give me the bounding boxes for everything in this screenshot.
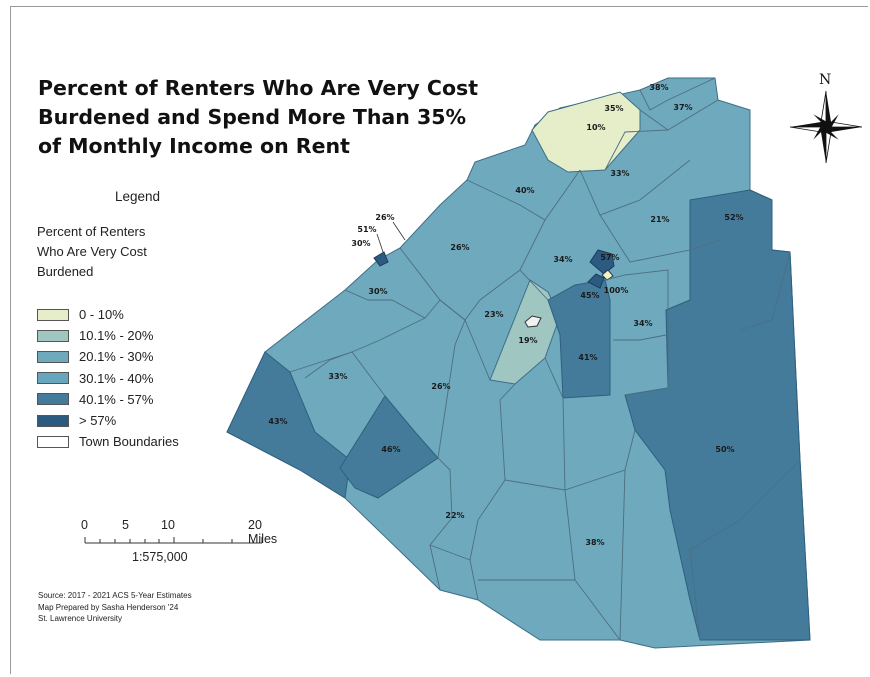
source-line: Map Prepared by Sasha Henderson '24 (38, 602, 179, 612)
town-label: 30% (351, 239, 370, 248)
town-over-57-c (373, 251, 389, 267)
town-label: 26% (431, 382, 450, 391)
town-label: 45% (580, 291, 599, 300)
legend-item: 0 - 10% (37, 304, 179, 325)
town-label: 23% (484, 310, 503, 319)
scale-tick-label: 5 (122, 518, 129, 532)
town-labels: 38% 35% 37% 10% 33% 40% 21% 52% 26% 51% … (268, 83, 743, 547)
label-leaders (376, 221, 406, 253)
legend-list: 0 - 10% 10.1% - 20% 20.1% - 30% 30.1% - … (37, 304, 179, 452)
map-frame (10, 6, 868, 674)
town-label: 10% (586, 123, 605, 132)
source-line: St. Lawrence University (38, 614, 123, 623)
town-label: 52% (724, 213, 743, 222)
legend-item-label: 40.1% - 57% (79, 391, 154, 407)
scale-ratio: 1:575,000 (132, 550, 188, 564)
legend-subtitle-line: Burdened (37, 264, 94, 279)
legend-swatch (37, 308, 69, 321)
scale-bar (84, 537, 263, 544)
legend-item: 20.1% - 30% (37, 346, 179, 367)
title-line: of Monthly Income on Rent (38, 134, 350, 158)
north-label: N (819, 72, 832, 88)
town-label: 100% (604, 286, 629, 295)
town-over-57-b (587, 273, 605, 289)
town-label: 30% (368, 287, 387, 296)
town-label: 38% (649, 83, 668, 92)
town-label: 19% (518, 336, 537, 345)
legend-item-label: Town Boundaries (79, 434, 179, 450)
town-label: 33% (610, 169, 629, 178)
north-arrow-icon (789, 90, 863, 164)
legend-subtitle-line: Who Are Very Cost (37, 244, 147, 259)
legend-item-label: 30.1% - 40% (79, 370, 154, 386)
scale-tick-label: 10 (161, 518, 175, 532)
source-note: Source: 2017 - 2021 ACS 5-Year Estimates… (38, 590, 192, 625)
scale-tick-label: 20 Miles (248, 518, 278, 546)
village-100 (601, 269, 614, 281)
legend-item: 30.1% - 40% (37, 368, 179, 389)
legend-swatch (37, 435, 69, 448)
town-boundaries (289, 77, 801, 641)
town-label: 50% (715, 445, 734, 454)
town-label: 57% (600, 253, 619, 262)
legend-swatch (37, 372, 69, 385)
town-label: 43% (268, 417, 287, 426)
legend-item: > 57% (37, 410, 179, 431)
legend-item: Town Boundaries (37, 431, 179, 452)
legend-item-label: 20.1% - 30% (79, 349, 154, 365)
town-label: 26% (450, 243, 469, 252)
scale-tick-label: 0 (81, 518, 88, 532)
town-label: 38% (585, 538, 604, 547)
legend-item-label: > 57% (79, 413, 117, 429)
town-label: 34% (553, 255, 572, 264)
source-line: Source: 2017 - 2021 ACS 5-Year Estimates (38, 591, 192, 600)
town-label: 40% (515, 186, 534, 195)
town-label: 35% (604, 104, 623, 113)
town-label: 51% (357, 225, 376, 234)
town-label: 46% (381, 445, 400, 454)
legend-item: 40.1% - 57% (37, 389, 179, 410)
legend-item-label: 10.1% - 20% (79, 328, 154, 344)
map-title: Percent of Renters Who Are Very Cost Bur… (38, 74, 479, 161)
legend-swatch (37, 393, 69, 406)
legend-swatch (37, 350, 69, 363)
legend-swatch (37, 414, 69, 427)
town-label: 34% (633, 319, 652, 328)
title-line: Burdened and Spend More Than 35% (38, 105, 467, 129)
town-40-57-west (226, 351, 351, 499)
town-40-57-east (624, 189, 811, 641)
title-line: Percent of Renters Who Are Very Cost (38, 76, 479, 100)
town-label: 21% (650, 215, 669, 224)
legend-item: 10.1% - 20% (37, 325, 179, 346)
town-over-57-a (589, 249, 615, 275)
town-label: 37% (673, 103, 692, 112)
town-label: 33% (328, 372, 347, 381)
town-label: 41% (578, 353, 597, 362)
legend-subtitle: Percent of Renters Who Are Very Cost Bur… (37, 222, 217, 282)
legend-heading: Legend (115, 189, 161, 204)
village-lake (524, 315, 542, 328)
town-0-10 (531, 91, 641, 173)
town-label: 26% (375, 213, 394, 222)
legend-item-label: 0 - 10% (79, 307, 124, 323)
legend-swatch (37, 329, 69, 342)
legend-subtitle-line: Percent of Renters (37, 224, 146, 239)
town-label: 22% (445, 511, 464, 520)
town-40-57-center (547, 279, 611, 399)
